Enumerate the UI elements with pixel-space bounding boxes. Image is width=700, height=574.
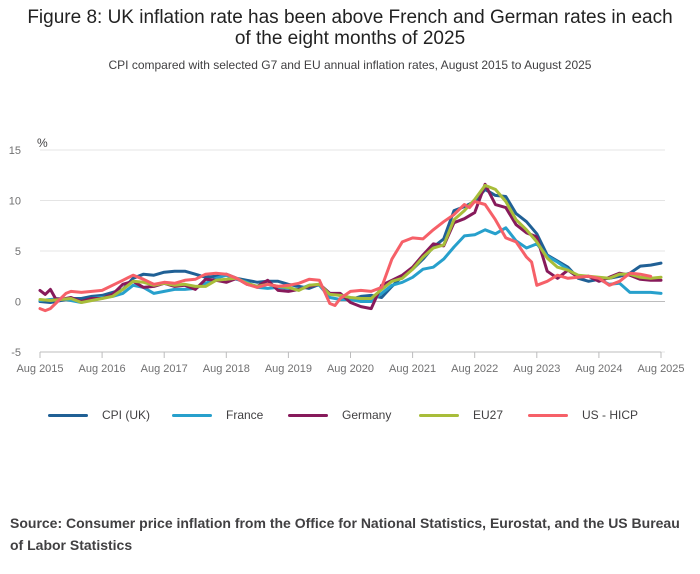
x-tick-label: Aug 2025 — [637, 363, 684, 375]
legend-label: US - HICP — [582, 408, 639, 422]
legend-swatch — [48, 413, 88, 417]
y-tick-label: -5 — [11, 347, 21, 359]
x-tick-label: Aug 2022 — [451, 363, 498, 375]
chart-title: Figure 8: UK inflation rate has been abo… — [27, 7, 673, 49]
legend-item[interactable]: France — [172, 408, 263, 422]
y-tick-label: 5 — [15, 246, 21, 258]
series-line-eu27 — [38, 183, 663, 304]
x-tick-label: Aug 2019 — [265, 363, 312, 375]
legend-label: Germany — [342, 408, 392, 422]
x-tick-label: Aug 2020 — [327, 363, 374, 375]
legend-item[interactable]: US - HICP — [528, 408, 638, 422]
series-lines — [38, 182, 663, 313]
legend-swatch — [172, 413, 212, 417]
y-axis-unit: % — [37, 136, 48, 150]
legend-item[interactable]: Germany — [288, 408, 391, 422]
chart-subtitle: CPI compared with selected G7 and EU ann… — [108, 58, 592, 72]
legend-swatch — [528, 413, 568, 417]
legend-swatch — [419, 413, 459, 417]
series-line-us-hicp — [38, 200, 653, 313]
y-tick-label: 0 — [15, 297, 21, 309]
x-tick-label: Aug 2015 — [16, 363, 63, 375]
axes: -5 0 5 10 15 Aug 2015 Aug 2016 Aug 2017 Aug 2018… — [9, 145, 685, 375]
y-tick-label: 10 — [9, 196, 21, 208]
x-tick-label: Aug 2023 — [513, 363, 560, 375]
x-tick-label: Aug 2024 — [575, 363, 622, 375]
x-tick-label: Aug 2021 — [389, 363, 436, 375]
x-tick-label: Aug 2016 — [79, 363, 126, 375]
legend-label: France — [226, 408, 264, 422]
x-tick-label: Aug 2017 — [141, 363, 188, 375]
legend-swatch — [288, 413, 328, 417]
legend-item[interactable]: CPI (UK) — [48, 408, 150, 422]
x-tick-label: Aug 2018 — [203, 363, 250, 375]
gridlines — [40, 149, 665, 353]
legend-item[interactable]: EU27 — [419, 408, 503, 422]
y-tick-label: 15 — [9, 145, 21, 157]
source-note: Source: Consumer price inflation from th… — [10, 515, 680, 553]
legend-label: EU27 — [473, 408, 504, 422]
legend-label: CPI (UK) — [102, 408, 150, 422]
